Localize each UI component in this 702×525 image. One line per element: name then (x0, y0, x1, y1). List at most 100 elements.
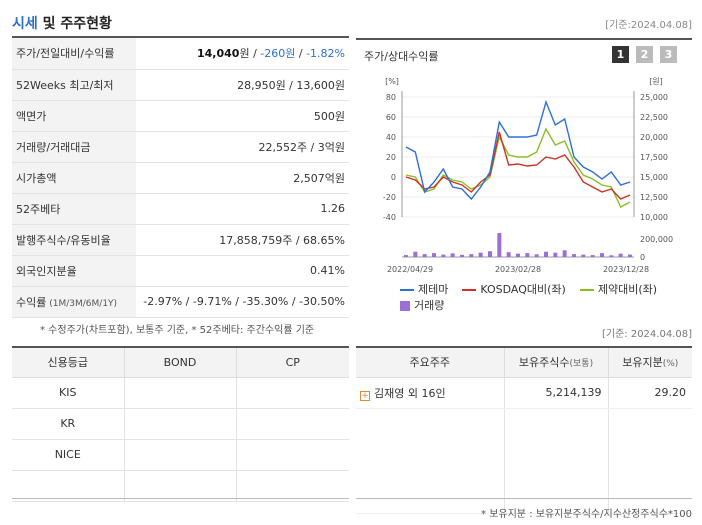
volume-bar (422, 254, 427, 257)
page-button-2[interactable]: 2 (636, 46, 653, 63)
credit-rating-table: 신용등급 BOND CP KIS KR NICE (12, 346, 349, 502)
chart-title: 주가/상대수익률 (364, 50, 439, 63)
row-label: 주가/전일대비/수익률 (12, 38, 136, 70)
row-value: 17,858,759주 / 68.65% (136, 224, 349, 256)
series-line (405, 99, 631, 201)
row-value: -2.97% / -9.71% / -35.30% / -30.50% (136, 286, 349, 318)
table-row (12, 470, 349, 502)
table-row: KR (12, 408, 349, 440)
table-row: 수익률 (1M/3M/6M/1Y) -2.97% / -9.71% / -35.… (12, 286, 349, 318)
table-cell: 29.20 (607, 377, 692, 409)
volume-bar (488, 251, 492, 257)
volume-bar (441, 254, 446, 257)
volume-bar (618, 253, 623, 257)
shareholder-name[interactable]: + 김재영 외 16인 (356, 377, 504, 409)
volume-bar (553, 252, 558, 257)
volume-bar (600, 253, 604, 257)
series-line (405, 127, 631, 208)
page-button-1[interactable]: 1 (612, 46, 629, 63)
row-value: 0.41% (136, 255, 349, 287)
legend-item: 제약대비(좌) (579, 282, 657, 298)
row-value: 1.26 (136, 193, 349, 225)
column-header: 주요주주 (356, 347, 504, 378)
page-button-3[interactable]: 3 (660, 46, 677, 63)
table-row: 52Weeks 최고/최저 28,950원 / 13,600원 (12, 69, 349, 101)
table-cell (503, 408, 608, 514)
table-cell (235, 470, 349, 502)
volume-bar (609, 255, 614, 257)
left-tick-label: 80 (386, 93, 396, 102)
right-tick-label: 17,500 (640, 153, 668, 162)
table-row: 시가총액 2,507억원 (12, 162, 349, 194)
legend-item: 제테마 (400, 282, 448, 298)
volume-bar (404, 255, 408, 257)
left-tick-label: -40 (383, 213, 396, 222)
reference-date-2: [기준: 2024.04.08] (601, 329, 692, 340)
table-header-row: 신용등급 BOND CP (12, 347, 349, 378)
table-cell (123, 439, 236, 471)
table-cell (607, 408, 692, 514)
price-table: 주가/전일대비/수익률 14,040원 / -260원 / -1.82% 52W… (12, 38, 349, 318)
right-tick-label: 15,000 (640, 173, 668, 182)
volume-bar (562, 250, 567, 257)
right-tick-label: 22,500 (640, 113, 668, 122)
volume-bar (460, 254, 464, 257)
right-tick-label: 10,000 (640, 213, 668, 222)
table-row: 주가/전일대비/수익률 14,040원 / -260원 / -1.82% (12, 38, 349, 70)
volume-bar (590, 255, 595, 257)
left-tick-label: 40 (386, 133, 396, 142)
right-axis-unit: [원] (649, 77, 663, 86)
column-header: 보유지분(%) (607, 347, 692, 378)
row-label: 외국인지분율 (12, 255, 136, 287)
chart-panel: 주가/상대수익률 1 2 3 [%] [원] 80 60 40 20 0 -20 -40 25,0… (356, 38, 692, 312)
table-cell (123, 470, 236, 502)
table-row: 액면가 500원 (12, 100, 349, 132)
left-tick-label: 60 (386, 113, 396, 122)
expand-plus-icon[interactable]: + (360, 390, 370, 401)
row-label: 시가총액 (12, 162, 136, 194)
volume-bar (506, 252, 511, 257)
volume-bar (525, 253, 530, 257)
table-row: 발행주식수/유동비율 17,858,759주 / 68.65% (12, 224, 349, 256)
reference-date: [기준:2024.04.08] (605, 20, 692, 31)
share-note: * 보유지분 : 보유지분주식수/지수산정주식수*100 (481, 509, 692, 520)
divider (12, 498, 349, 499)
divider (356, 498, 692, 499)
row-label: 52주베타 (12, 193, 136, 225)
row-value: 14,040원 / -260원 / -1.82% (136, 38, 349, 70)
section-header: 시세 및 주주현황 [기준:2024.04.08] (12, 10, 692, 36)
legend-item: 거래량 (400, 298, 444, 314)
left-tick-label: -20 (383, 193, 396, 202)
volume-bar (413, 251, 418, 257)
row-value: 22,552주 / 3억원 (136, 131, 349, 163)
left-tick-label: 20 (386, 153, 396, 162)
row-label: 52Weeks 최고/최저 (12, 69, 136, 101)
left-tick-label: 0 (391, 173, 396, 182)
volume-bar (581, 254, 586, 257)
table-cell (235, 377, 349, 409)
table-cell (356, 408, 504, 514)
table-row: + 김재영 외 16인 5,214,139 29.20 (356, 377, 692, 409)
x-tick-label: 2023/02/28 (495, 265, 541, 274)
volume-bar (497, 233, 502, 257)
column-header: CP (235, 347, 349, 378)
table-cell (123, 377, 236, 409)
column-header: 신용등급 (12, 347, 124, 378)
shareholder-table: 주요주주 보유주식수(보통) 보유지분(%) + 김재영 외 16인 5,214,… (356, 346, 692, 514)
chart-legend: 제테마 KOSDAQ대비(좌) 제약대비(좌) 거래량 (400, 280, 690, 316)
table-cell: KIS (12, 377, 124, 409)
section-title: 시세 및 주주현황 (12, 16, 112, 32)
row-value: 28,950원 / 13,600원 (136, 69, 349, 101)
table-cell (235, 408, 349, 440)
volume-tick-label: 200,000 (640, 235, 673, 244)
column-header: 보유주식수(보통) (503, 347, 608, 378)
right-tick-label: 12,500 (640, 193, 668, 202)
table-cell (123, 408, 236, 440)
volume-bar (469, 254, 474, 257)
table-cell: KR (12, 408, 124, 440)
table-cell (12, 470, 124, 502)
row-label: 거래량/거래대금 (12, 131, 136, 163)
volume-bar (478, 252, 483, 257)
row-label: 발행주식수/유동비율 (12, 224, 136, 256)
table-row: 거래량/거래대금 22,552주 / 3억원 (12, 131, 349, 163)
